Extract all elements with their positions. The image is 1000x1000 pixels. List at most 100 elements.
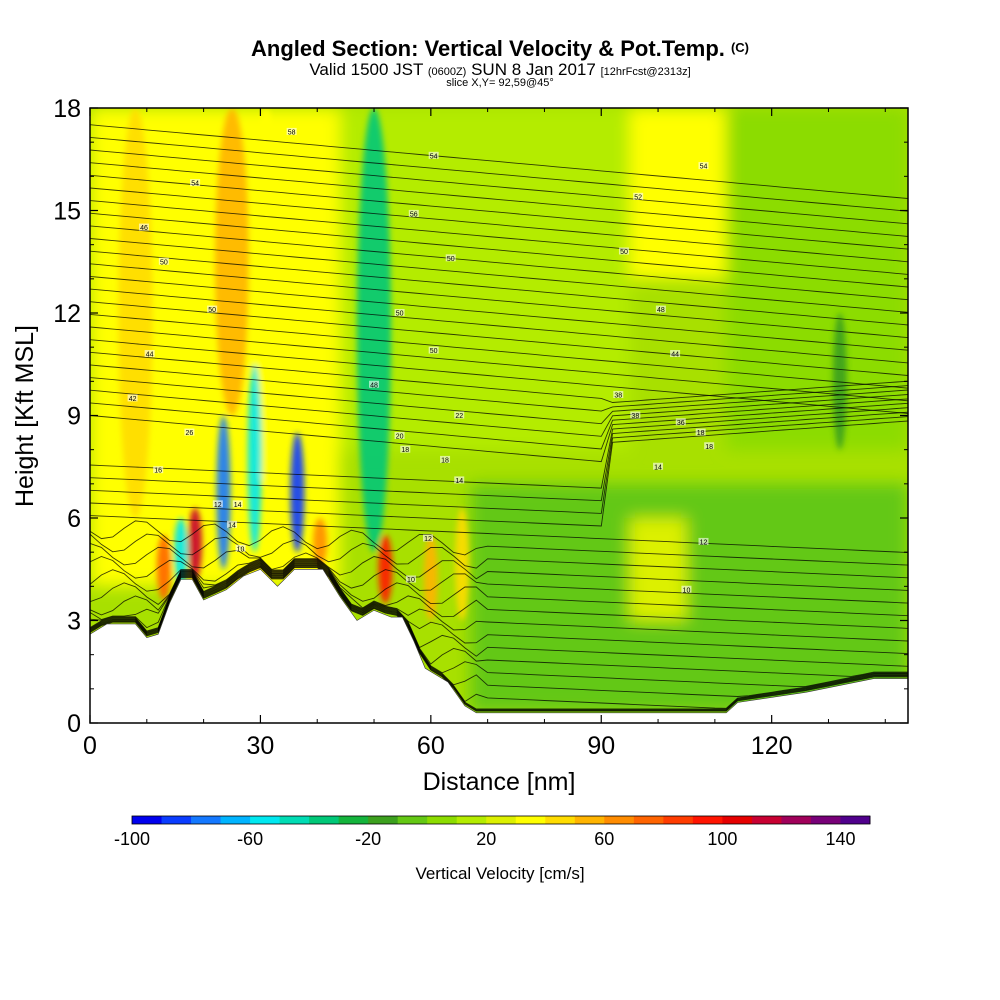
theta-contour-line [90, 136, 908, 212]
contour-label: 44 [146, 352, 154, 359]
contour-label: 14 [234, 502, 242, 509]
colorbar-swatch [810, 816, 841, 824]
forecast-info: [12hrFcst@2313z] [600, 66, 691, 78]
contour-label: 44 [671, 352, 679, 359]
colorbar-swatch [722, 816, 753, 824]
colorbar-swatch [191, 816, 222, 824]
contour-label-bg [633, 192, 644, 200]
contour-label: 48 [657, 307, 665, 314]
contour-label-bg [422, 534, 433, 542]
contour-labels: 58 54 54 54 52 56 46 50 50 50 48 50 50 50 44 44 48 38 42 38… [127, 127, 715, 594]
downdraft-plume [216, 415, 231, 570]
contour-label-bg [670, 350, 681, 357]
contour-label-bg [369, 380, 380, 388]
contour-label-bg [428, 346, 439, 354]
contour-label: 12 [700, 539, 708, 546]
contour-label-bg [400, 445, 411, 453]
colorbar-tick-label: -100 [114, 829, 150, 849]
contour-label-bg [207, 305, 218, 313]
chart-subtitle: Valid 1500 JST (0600Z) SUN 8 Jan 2017 [1… [0, 60, 1000, 80]
theta-contour-line [90, 377, 908, 425]
theta-contour-line [90, 566, 908, 711]
theta-contour-line [90, 402, 908, 463]
theta-contour-line [90, 542, 908, 591]
theta-contour-line [90, 263, 908, 339]
theta-contour-line [90, 411, 908, 502]
colorbar-swatch [663, 816, 694, 824]
theta-contour-line [90, 275, 908, 351]
contour-label: 50 [447, 256, 455, 263]
contour-label: 14 [654, 464, 662, 471]
x-tick-label: 0 [83, 732, 97, 760]
colorbar-swatch [692, 816, 723, 824]
colorbar-swatch [604, 816, 635, 824]
contour-label-bg [286, 127, 297, 135]
colorbar-swatch [633, 816, 664, 824]
colorbar-swatch [781, 816, 812, 824]
contour-label: 18 [441, 457, 449, 464]
colorbar-swatch [751, 816, 782, 824]
theta-contour-line [90, 174, 908, 250]
contour-label-bg [227, 520, 238, 528]
contour-label: 10 [407, 577, 415, 584]
theta-contour-line [90, 560, 908, 642]
updraft-plume [118, 108, 153, 518]
theta-contour-line [90, 301, 908, 376]
theta-contour-line [90, 565, 908, 711]
contour-label-bg [190, 179, 201, 187]
contour-label: 26 [186, 430, 194, 437]
theta-contour-line [90, 562, 908, 687]
contour-label-bg [405, 575, 416, 583]
updraft-plume [423, 535, 438, 621]
contour-label-bg [630, 411, 641, 419]
theta-contour-line [90, 558, 908, 617]
valid-time: Valid 1500 JST [309, 60, 424, 79]
contour-label-bg [138, 223, 149, 231]
contour-label: 12 [214, 502, 222, 509]
contour-label: 12 [424, 536, 432, 543]
theta-contour-line [90, 351, 908, 403]
updraft-plume [156, 535, 171, 601]
chart-title-text: Angled Section: Vertical Velocity & Pot.… [251, 36, 725, 61]
contour-label: 48 [370, 382, 378, 389]
contour-label: 22 [455, 413, 463, 420]
theta-contour-line [90, 533, 908, 579]
contour-label: 38 [631, 413, 639, 420]
contour-label: 18 [705, 444, 713, 451]
contour-label-bg [127, 394, 138, 402]
plot-area: 58 54 54 54 52 56 46 50 50 50 48 50 50 50 44 44 48 38 42 38… [90, 108, 908, 723]
theta-contour-line [90, 339, 908, 414]
theta-contour-line [90, 556, 908, 604]
theta-contour-line [90, 250, 908, 326]
theta-contour-line [90, 559, 908, 629]
colorbar-label: Vertical Velocity [cm/s] [415, 864, 585, 883]
contour-label: 50 [430, 348, 438, 355]
contour-label: 54 [700, 164, 708, 171]
contour-label-bg [394, 432, 405, 439]
contour-label: 38 [614, 393, 622, 400]
contour-label: 10 [683, 587, 691, 594]
theta-contour-line [90, 326, 908, 402]
theta-contour-line [90, 563, 908, 697]
theta-contour-line [90, 407, 908, 489]
contour-label: 58 [288, 129, 296, 136]
theta-contour-line [90, 416, 908, 514]
contour-label-bg [428, 151, 439, 159]
contour-label: 10 [237, 546, 245, 553]
x-axis: 0 30 60 90 120 [83, 108, 886, 760]
contour-label-bg [144, 350, 155, 357]
contour-label-bg [653, 462, 664, 470]
colorbar-tick-label: -20 [355, 829, 381, 849]
contour-label-bg [153, 466, 164, 474]
contour-label: 42 [129, 396, 137, 403]
field-zone [470, 483, 908, 713]
contour-label-bg [655, 305, 666, 313]
theta-contour-line [90, 515, 908, 553]
valid-date: SUN 8 Jan 2017 [471, 60, 596, 79]
colorbar-tick-label: 20 [476, 829, 496, 849]
contour-label: 36 [677, 420, 685, 427]
colorbar: -100 -60 -20 20 60 100 140 [114, 815, 871, 849]
contour-label-bg [698, 162, 709, 170]
x-axis-label: Distance [nm] [423, 768, 576, 796]
